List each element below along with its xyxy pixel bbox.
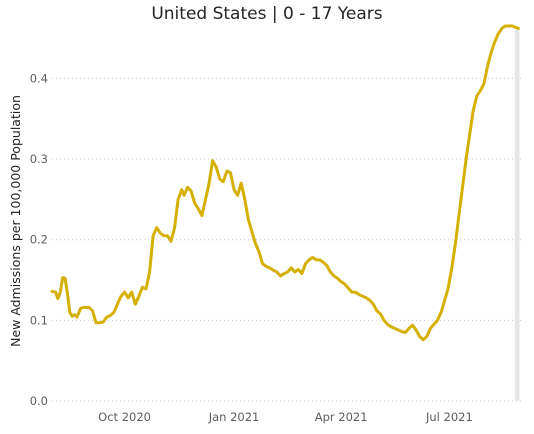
x-tick-label: Jan 2021: [208, 410, 260, 424]
y-axis-title: New Admissions per 100,000 Population: [8, 95, 23, 347]
y-tick-label: 0.4: [30, 71, 48, 85]
y-tick-label: 0.1: [30, 313, 48, 327]
x-tick-label: Apr 2021: [315, 410, 368, 424]
y-tick-labels: 0.0 0.1 0.2 0.3 0.4: [30, 71, 48, 408]
series-line-layer: [50, 24, 520, 342]
x-tick-label: Jul 2021: [425, 410, 473, 424]
highlight-band: [514, 30, 520, 401]
chart-title: United States | 0 - 17 Years: [151, 4, 383, 24]
series-line: [50, 24, 520, 342]
x-tick-labels: Oct 2020 Jan 2021 Apr 2021 Jul 2021: [98, 410, 473, 424]
x-tick-label: Oct 2020: [98, 410, 151, 424]
highlight-band-layer: [514, 30, 520, 401]
y-tick-label: 0.2: [30, 233, 48, 247]
y-tick-label: 0.0: [30, 394, 48, 408]
grid-lines: [52, 77, 522, 402]
y-tick-label: 0.3: [30, 152, 48, 166]
